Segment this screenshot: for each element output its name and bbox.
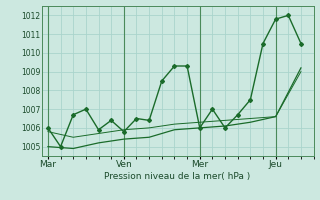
X-axis label: Pression niveau de la mer( hPa ): Pression niveau de la mer( hPa ) bbox=[104, 172, 251, 181]
